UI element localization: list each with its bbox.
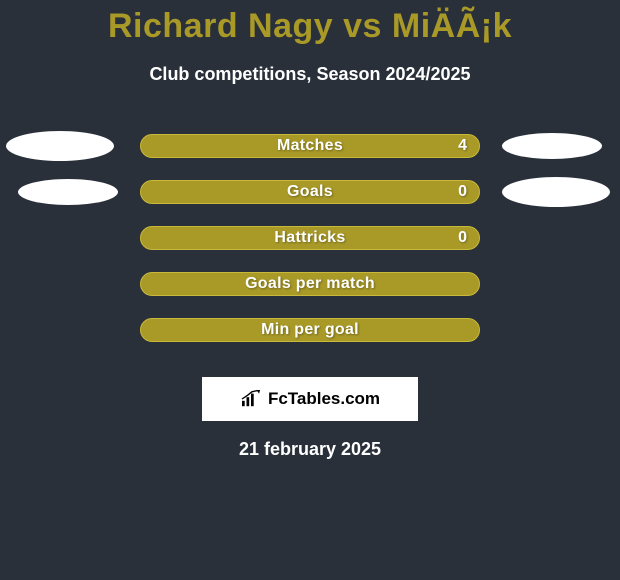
chart-icon bbox=[240, 390, 262, 408]
stat-label: Matches bbox=[277, 137, 343, 155]
stat-label: Goals bbox=[287, 183, 333, 201]
stat-row-goals-per-match: Goals per match bbox=[0, 261, 620, 307]
subtitle: Club competitions, Season 2024/2025 bbox=[0, 64, 620, 85]
left-marker bbox=[6, 131, 114, 161]
stat-bar: Goals per match bbox=[140, 272, 480, 296]
stat-row-goals: Goals 0 bbox=[0, 169, 620, 215]
stat-bar: Matches 4 bbox=[140, 134, 480, 158]
stat-value: 0 bbox=[458, 183, 467, 201]
right-marker bbox=[502, 177, 610, 207]
stat-label: Min per goal bbox=[261, 321, 359, 339]
stat-bar: Goals 0 bbox=[140, 180, 480, 204]
stat-bar: Min per goal bbox=[140, 318, 480, 342]
stats-list: Matches 4 Goals 0 Hattricks 0 Goals per … bbox=[0, 123, 620, 353]
stat-value: 4 bbox=[458, 137, 467, 155]
right-marker bbox=[502, 133, 602, 159]
comparison-card: Richard Nagy vs MiÄÃ¡k Club competitions… bbox=[0, 0, 620, 580]
page-title: Richard Nagy vs MiÄÃ¡k bbox=[0, 7, 620, 46]
stat-value: 0 bbox=[458, 229, 467, 247]
stat-bar: Hattricks 0 bbox=[140, 226, 480, 250]
left-marker bbox=[18, 179, 118, 205]
stat-label: Goals per match bbox=[245, 275, 375, 293]
stat-row-matches: Matches 4 bbox=[0, 123, 620, 169]
stat-label: Hattricks bbox=[274, 229, 345, 247]
brand-text: FcTables.com bbox=[268, 389, 380, 409]
stat-row-hattricks: Hattricks 0 bbox=[0, 215, 620, 261]
brand-badge: FcTables.com bbox=[202, 377, 418, 421]
date-label: 21 february 2025 bbox=[0, 439, 620, 460]
stat-row-min-per-goal: Min per goal bbox=[0, 307, 620, 353]
